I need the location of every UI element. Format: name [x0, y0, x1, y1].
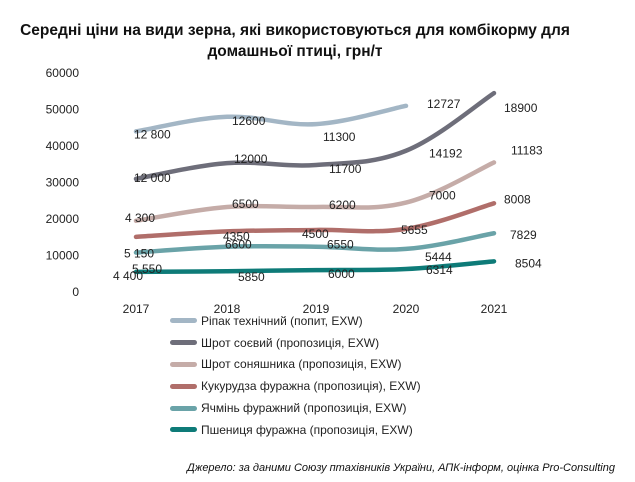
data-label: 5444: [425, 250, 452, 264]
data-label: 8504: [515, 256, 542, 270]
legend-label: Шрот соняшника (пропозиція, EXW): [201, 357, 402, 372]
data-label: 11700: [329, 162, 362, 176]
data-label: 4 300: [125, 211, 155, 225]
data-label: 4500: [302, 227, 329, 241]
data-label: 12000: [234, 152, 268, 166]
series-line-3: [133, 160, 497, 224]
legend-swatch: [170, 361, 197, 367]
data-label: 5850: [238, 270, 265, 284]
chart-legend: Ріпак технічний (попит, EXW) Шрот соєвий …: [170, 310, 421, 441]
data-label: 4 400: [113, 269, 143, 283]
series-line-1: [133, 103, 409, 134]
legend-swatch: [170, 405, 197, 411]
legend-label: Ріпак технічний (попит, EXW): [201, 313, 363, 328]
y-tick-label: 20000: [46, 212, 80, 226]
series-line-4: [133, 201, 497, 240]
chart-title: Середні ціни на види зерна, які використ…: [20, 22, 570, 60]
y-tick-label: 50000: [46, 103, 80, 117]
legend-item: Шрот соєвий (пропозиція, EXW): [170, 332, 421, 354]
legend-item: Кукурудза фуражна (пропозиція), EXW): [170, 375, 421, 397]
legend-swatch: [170, 340, 197, 346]
legend-item: Ріпак технічний (попит, EXW): [170, 310, 421, 332]
data-label: 4350: [223, 229, 250, 243]
data-label: 14192: [429, 147, 463, 161]
x-axis: 2017 2018 2019 2020 2021: [123, 302, 508, 316]
y-axis: 0 10000 20000 30000 40000 50000 60000: [46, 66, 80, 299]
data-label: 12 800: [134, 127, 171, 141]
data-label: 6314: [426, 263, 453, 277]
y-tick-label: 40000: [46, 139, 80, 153]
x-tick-label: 2017: [123, 302, 150, 316]
data-label: 5655: [401, 223, 428, 237]
data-label: 11183: [511, 143, 543, 157]
series-lines: [133, 90, 497, 275]
legend-swatch: [170, 383, 197, 389]
data-label: 6500: [232, 197, 259, 211]
legend-item: Шрот соняшника (пропозиція, EXW): [170, 354, 421, 376]
x-tick-label: 2019: [303, 302, 330, 316]
data-label: 6200: [329, 198, 356, 212]
data-label: 8008: [504, 192, 531, 206]
legend-swatch: [170, 318, 197, 324]
series-line-6: [133, 259, 497, 275]
x-tick-label: 2018: [214, 302, 241, 316]
source-note: Джерело: за даними Союзу птахівників Укр…: [187, 462, 615, 474]
series-line-5: [133, 230, 497, 255]
y-tick-label: 30000: [46, 176, 80, 190]
data-label: 18900: [504, 101, 538, 115]
legend-label: Пшениця фуражна (пропозиція, EXW): [201, 422, 413, 437]
y-tick-label: 10000: [46, 249, 80, 263]
legend-label: Ячмінь фуражний (пропозиція, EXW): [201, 401, 407, 416]
data-label: 6600: [225, 238, 252, 252]
legend-label: Шрот соєвий (пропозиція, EXW): [201, 335, 380, 350]
legend-item: Ячмінь фуражний (пропозиція, EXW): [170, 397, 421, 419]
data-label: 6000: [328, 267, 355, 281]
series-line-2: [133, 90, 497, 182]
y-tick-label: 60000: [46, 66, 80, 80]
data-label: 12600: [232, 114, 266, 128]
data-label: 5 550: [132, 262, 162, 276]
data-label: 5 150: [124, 247, 154, 261]
legend-item: Пшениця фуражна (пропозиція, EXW): [170, 419, 421, 441]
data-labels: 12 800 12600 11300 12727 12 000 12000 11700 141…: [113, 97, 543, 284]
y-tick-label: 0: [72, 285, 79, 299]
data-label: 7829: [510, 228, 537, 242]
data-label: 11300: [323, 130, 356, 144]
x-tick-label: 2020: [393, 302, 420, 316]
legend-label: Кукурудза фуражна (пропозиція), EXW): [201, 379, 421, 394]
data-label: 7000: [429, 189, 456, 203]
legend-swatch: [170, 427, 197, 433]
data-label: 6550: [327, 238, 354, 252]
data-label: 12727: [427, 97, 461, 111]
x-tick-label: 2021: [481, 302, 508, 316]
data-label: 12 000: [134, 171, 171, 185]
